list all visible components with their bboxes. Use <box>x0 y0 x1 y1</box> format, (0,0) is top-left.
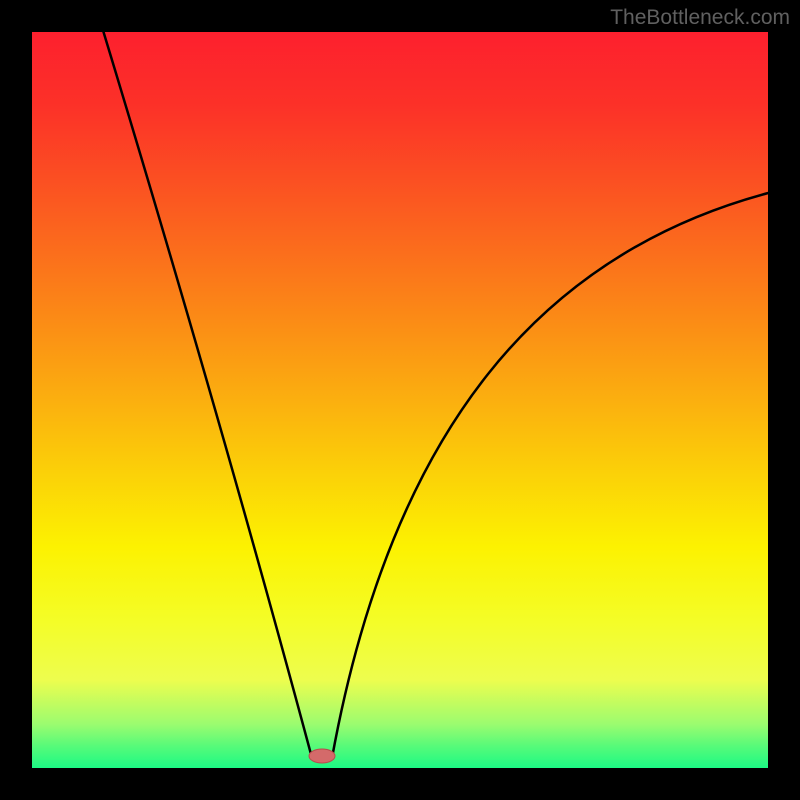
watermark-text: TheBottleneck.com <box>610 6 790 30</box>
chart-svg <box>32 32 768 768</box>
chart-background <box>32 32 768 768</box>
chart-area <box>32 32 768 768</box>
vertex-marker <box>309 749 335 763</box>
